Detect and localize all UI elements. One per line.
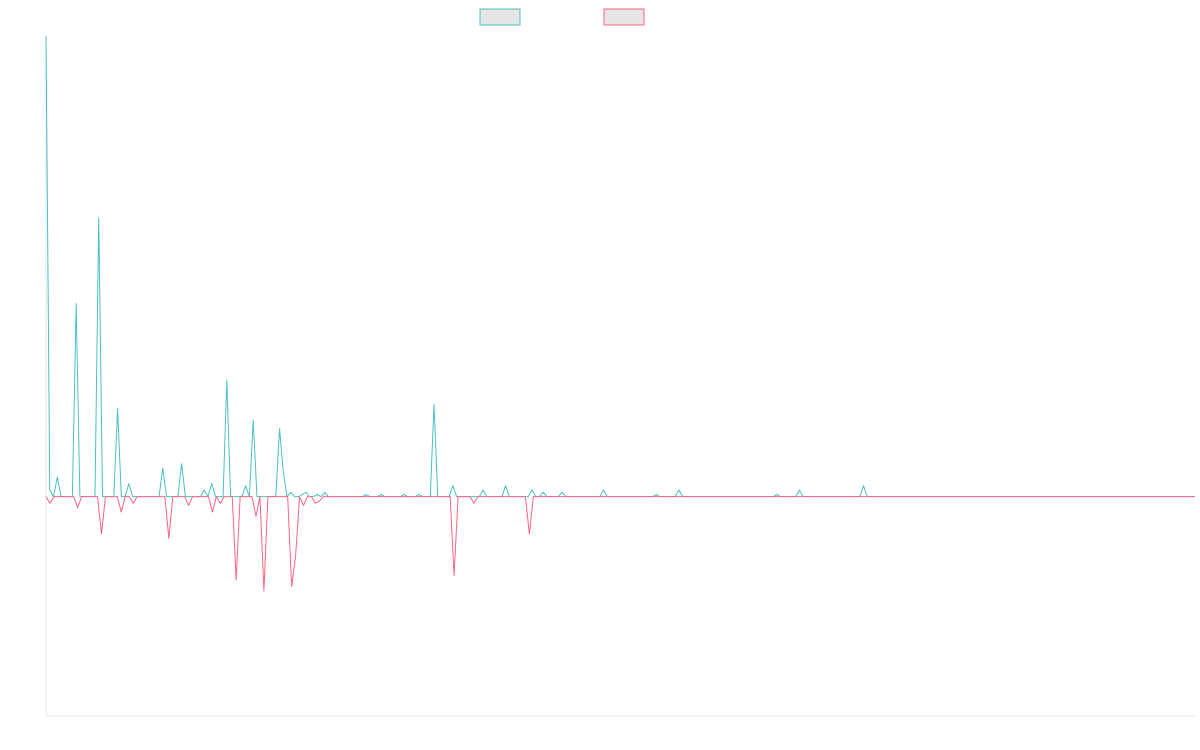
legend-swatch-1[interactable]	[479, 8, 521, 26]
series-1-line	[45, 35, 1195, 498]
axes	[45, 36, 1195, 717]
series-layer	[45, 35, 1195, 592]
legend-item-1[interactable]	[479, 8, 521, 26]
legend-swatch-2[interactable]	[603, 8, 645, 26]
legend	[479, 8, 645, 26]
legend-item-2[interactable]	[603, 8, 645, 26]
series-2-line	[45, 496, 1195, 592]
